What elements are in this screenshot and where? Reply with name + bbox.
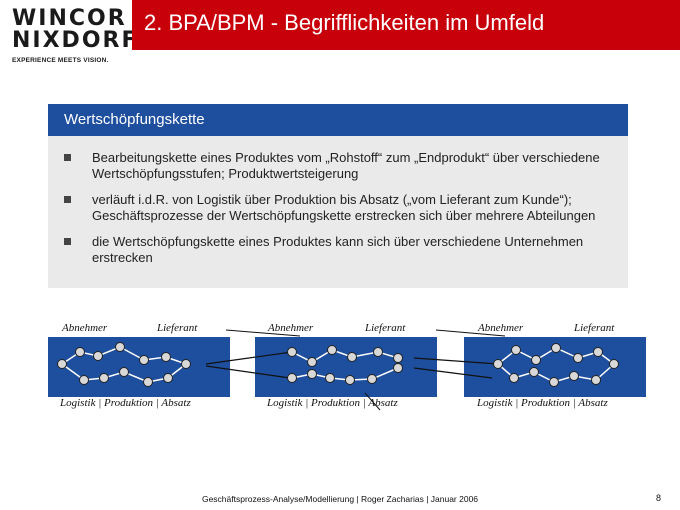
logo-line-2: NIXDORF: [12, 28, 139, 53]
bullet-list: Bearbeitungskette eines Produktes vom „R…: [48, 150, 628, 266]
chain-3-supplier-label: Lieferant: [574, 322, 615, 334]
chain-2-graph: [287, 345, 403, 385]
bullet-text: die Wertschöpfungskette eines Produktes …: [92, 234, 584, 265]
chain-2-supplier-label: Lieferant: [365, 322, 406, 334]
chain-1-stages-label: Logistik | Produktion | Absatz: [60, 397, 191, 409]
logo-line-1: WINCOR: [12, 6, 127, 31]
chain-link-2-3: [413, 357, 499, 365]
footer-text: Geschäftsprozess-Analyse/Modellierung | …: [201, 494, 479, 504]
value-chain-box-1: [48, 337, 230, 397]
chain-link-top-1-2: [225, 329, 301, 337]
chain-link-top-2-3: [435, 329, 506, 337]
chain-3-customer-label: Abnehmer: [478, 322, 524, 334]
bullet-text: verläuft i.d.R. von Logistik über Produk…: [92, 192, 596, 223]
wincor-nixdorf-logo: WINCOR NIXDORF EXPERIENCE MEETS VISION.: [12, 6, 139, 65]
bullet-text: Bearbeitungskette eines Produktes vom „R…: [92, 150, 600, 181]
chain-link-1-2: [205, 351, 293, 365]
chain-link-2-tail: [364, 392, 381, 411]
value-chain-box-2: [255, 337, 437, 397]
chain-link-2-3b: [413, 367, 493, 379]
box-header: Wertschöpfungskette: [48, 104, 628, 136]
content-box: Wertschöpfungskette Bearbeitungskette ei…: [48, 104, 628, 288]
chain-2-stages-label: Logistik | Produktion | Absatz: [267, 397, 398, 409]
page-number: 8: [656, 493, 662, 503]
chain-1-supplier-label: Lieferant: [157, 322, 198, 334]
chain-3-graph: [493, 343, 619, 387]
chain-2-customer-label: Abnehmer: [268, 322, 314, 334]
bullet-square-icon: [64, 238, 71, 245]
bullet-square-icon: [64, 196, 71, 203]
chain-1-customer-label: Abnehmer: [62, 322, 108, 334]
bullet-square-icon: [64, 154, 71, 161]
bullet-item: verläuft i.d.R. von Logistik über Produk…: [48, 192, 628, 224]
chain-link-1-2b: [205, 365, 291, 379]
bullet-item: die Wertschöpfungskette eines Produktes …: [48, 234, 628, 266]
bullet-item: Bearbeitungskette eines Produktes vom „R…: [48, 150, 628, 182]
chain-1-graph: [57, 342, 191, 387]
logo-tagline: EXPERIENCE MEETS VISION.: [12, 57, 109, 64]
chain-3-stages-label: Logistik | Produktion | Absatz: [477, 397, 608, 409]
slide-title: 2. BPA/BPM - Begrifflichkeiten im Umfeld: [132, 0, 680, 50]
